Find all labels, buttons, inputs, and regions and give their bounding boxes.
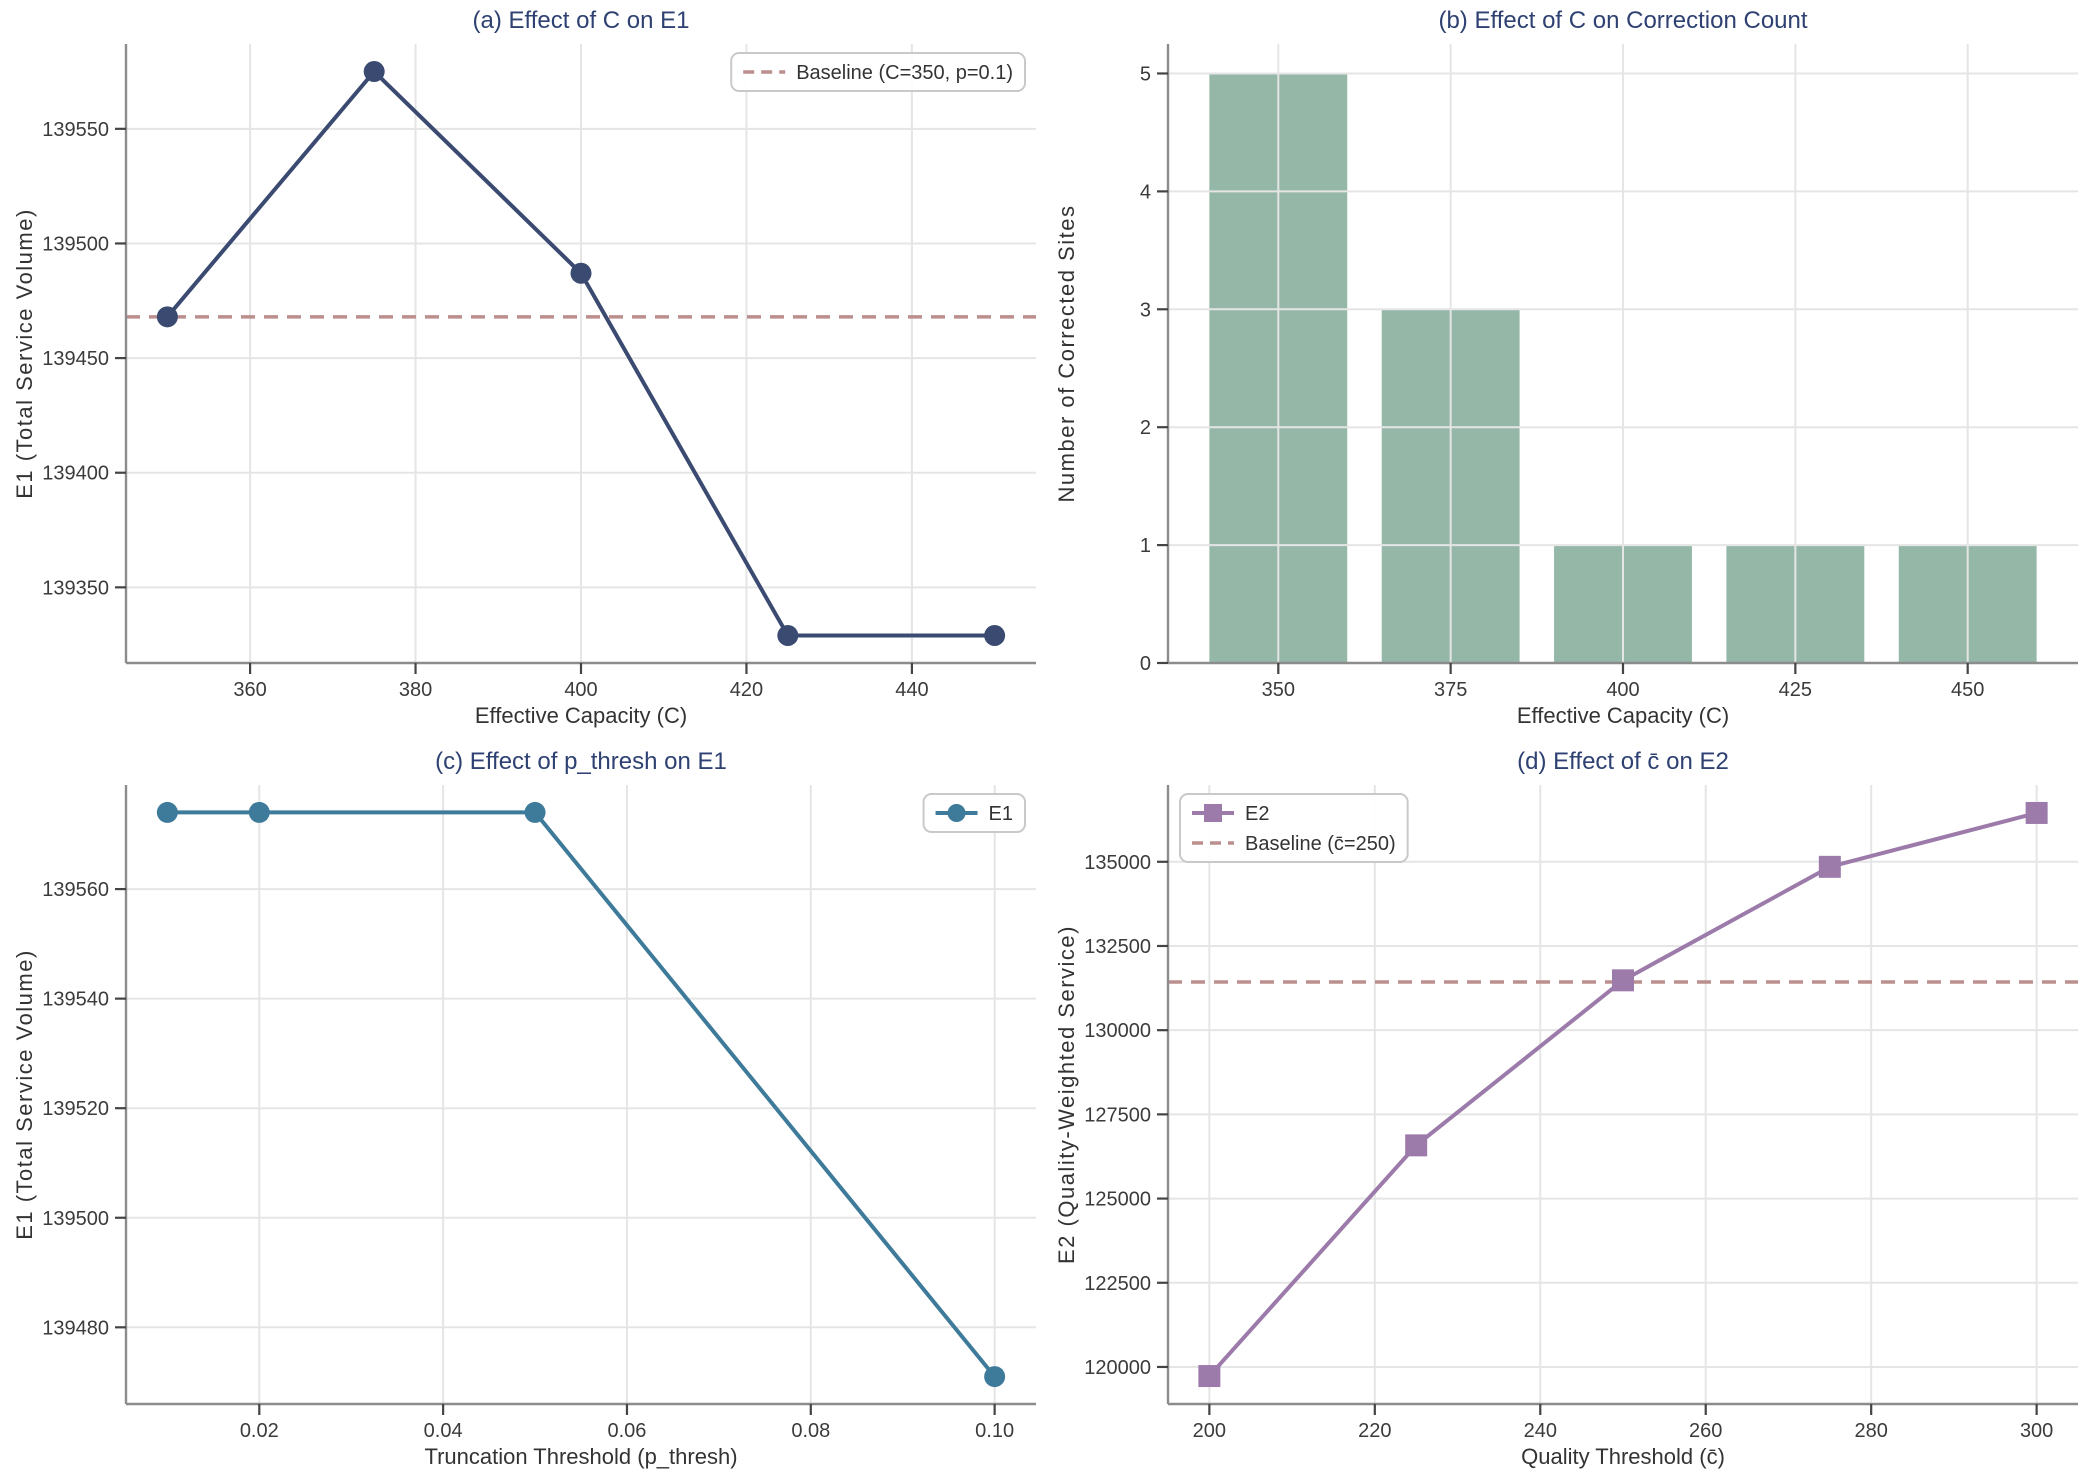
gridlines <box>126 44 1036 663</box>
data-point-circle <box>363 61 385 83</box>
y-tick-label: 139520 <box>42 1098 109 1120</box>
x-tick-label: 360 <box>233 679 266 701</box>
x-tick-label: 280 <box>1854 1420 1887 1442</box>
y-tick-label: 139500 <box>42 1208 109 1230</box>
legend-label: Baseline (C=350, p=0.1) <box>796 62 1013 84</box>
x-tick-label: 425 <box>1779 679 1812 701</box>
data-point-circle <box>156 801 178 823</box>
panel-a: 360 380 400 420 440 139350 139400 139450 139500 1… <box>0 0 1043 741</box>
legend-box <box>1179 793 1409 863</box>
x-tick-label: 0.02 <box>240 1420 279 1442</box>
x-tick-label: 450 <box>1951 679 1984 701</box>
data-point-circle <box>156 306 178 328</box>
y-tick-label: 132500 <box>1084 936 1151 958</box>
y-axis-label: E2 (Quality-Weighted Service) <box>1054 925 1079 1264</box>
data-point-square <box>1818 855 1841 878</box>
x-tick-label: 400 <box>564 679 597 701</box>
x-tick-label: 350 <box>1262 679 1295 701</box>
y-tick-label: 127500 <box>1084 1104 1151 1126</box>
data-point-circle <box>248 801 270 823</box>
y-tick-label: 139560 <box>42 879 109 901</box>
legend: E1 <box>922 793 1026 833</box>
y-tick-label: 139450 <box>42 348 109 370</box>
chart-a: 360 380 400 420 440 139350 139400 139450 139500 1… <box>12 7 1036 728</box>
x-tick-label: 260 <box>1689 1420 1722 1442</box>
y-tick-label: 139550 <box>42 119 109 141</box>
x-tick-label: 375 <box>1434 679 1467 701</box>
x-tick-label: 380 <box>399 679 432 701</box>
x-tick-label: 0.06 <box>607 1420 646 1442</box>
y-tick-label: 139350 <box>42 577 109 599</box>
x-tick-label: 0.08 <box>791 1420 830 1442</box>
y-tick-label: 5 <box>1140 63 1151 85</box>
chart-c: 0.02 0.04 0.06 0.08 0.10 139480 139500 139520 13… <box>12 748 1036 1469</box>
x-tick-label: 240 <box>1524 1420 1557 1442</box>
data-point-square <box>1198 1365 1221 1388</box>
y-tick-label: 139540 <box>42 989 109 1011</box>
data-point-circle <box>570 262 592 284</box>
x-tick-label: 420 <box>730 679 763 701</box>
chart-title: (a) Effect of C on E1 <box>473 7 690 34</box>
legend-box <box>730 52 1026 92</box>
x-axis-label: Effective Capacity (C) <box>475 703 687 728</box>
x-tick-label: 400 <box>1606 679 1639 701</box>
chart-title: (d) Effect of c̄ on E2 <box>1517 748 1729 775</box>
legend: Baseline (C=350, p=0.1) <box>730 52 1026 92</box>
data-point-square <box>1612 969 1634 992</box>
y-tick-label: 139500 <box>42 233 109 255</box>
data-point-square <box>1405 1134 1428 1157</box>
legend-label: E2 <box>1245 803 1269 825</box>
y-tick-label: 2 <box>1140 417 1151 439</box>
y-axis-label: E1 (Total Service Volume) <box>12 208 37 499</box>
panel-d: 200 220 240 260 280 300 120000 122500 125000 1275… <box>1042 741 2085 1482</box>
chart-d: 200 220 240 260 280 300 120000 122500 125000 1275… <box>1054 748 2078 1469</box>
x-tick-label: 220 <box>1358 1420 1391 1442</box>
data-point-circle <box>777 624 799 646</box>
legend-label: Baseline (c̄=250) <box>1245 833 1396 855</box>
x-axis-label: Effective Capacity (C) <box>1517 703 1729 728</box>
y-tick-label: 1 <box>1140 535 1151 557</box>
y-axis-label: E1 (Total Service Volume) <box>12 949 37 1240</box>
series-line <box>165 810 997 1379</box>
x-axis-label: Truncation Threshold (p_thresh) <box>424 1444 737 1469</box>
chart-title: (c) Effect of p_thresh on E1 <box>435 748 727 775</box>
y-axis-label: Number of Corrected Sites <box>1054 205 1079 503</box>
y-tick-label: 4 <box>1140 181 1151 203</box>
data-point-square <box>2025 801 2048 824</box>
y-tick-label: 139480 <box>42 1317 109 1339</box>
y-tick-label: 139400 <box>42 463 109 485</box>
data-point-circle <box>984 624 1006 646</box>
y-tick-label: 135000 <box>1084 852 1151 874</box>
gridlines <box>126 785 1036 1404</box>
x-tick-label: 300 <box>2020 1420 2053 1442</box>
data-point-circle <box>524 801 546 823</box>
x-axis-label: Quality Threshold (c̄) <box>1521 1444 1725 1469</box>
legend-square-marker <box>1204 804 1222 822</box>
gridlines <box>1168 785 2078 1404</box>
panel-b: 350 375 400 425 450 0 1 2 3 4 5 Effective Capacity … <box>1042 0 2085 741</box>
x-tick-label: 200 <box>1193 1420 1226 1442</box>
legend: E2 Baseline (c̄=250) <box>1179 793 1409 863</box>
y-tick-label: 120000 <box>1084 1357 1151 1379</box>
x-tick-label: 0.04 <box>424 1420 463 1442</box>
y-tick-label: 122500 <box>1084 1273 1151 1295</box>
y-tick-label: 130000 <box>1084 1020 1151 1042</box>
y-tick-label: 0 <box>1140 653 1151 675</box>
series-line <box>1207 810 2039 1379</box>
y-tick-label: 3 <box>1140 299 1151 321</box>
panel-c: 0.02 0.04 0.06 0.08 0.10 139480 139500 139520 13… <box>0 741 1043 1482</box>
legend-label: E1 <box>989 803 1013 825</box>
x-tick-label: 0.10 <box>975 1420 1014 1442</box>
legend-circle-marker <box>947 804 966 822</box>
y-tick-label: 125000 <box>1084 1189 1151 1211</box>
x-tick-label: 440 <box>895 679 928 701</box>
chart-b: 350 375 400 425 450 0 1 2 3 4 5 Effective Capacity … <box>1054 7 2078 728</box>
chart-title: (b) Effect of C on Correction Count <box>1438 7 1807 34</box>
data-point-circle <box>984 1366 1006 1388</box>
